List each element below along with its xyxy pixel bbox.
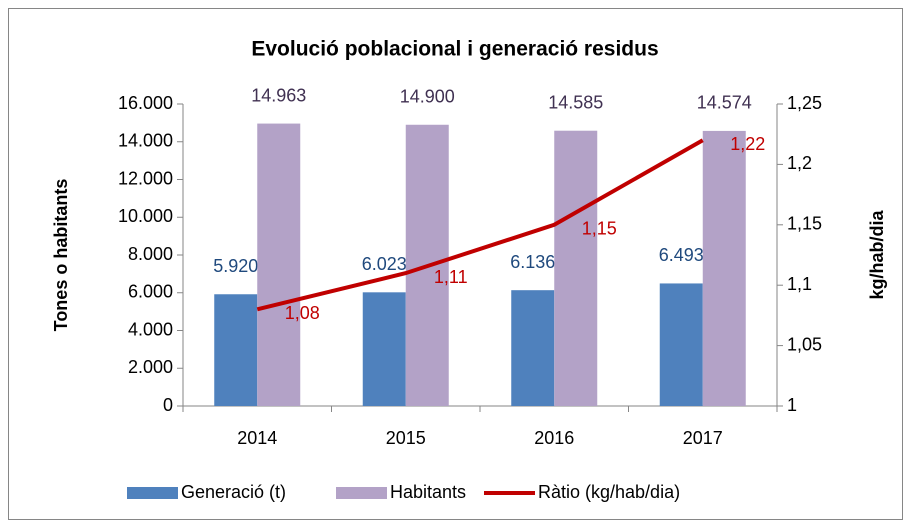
y-tick-label: 4.000 [128, 319, 173, 339]
line [256, 138, 704, 312]
line-value-label: 1,22 [730, 134, 765, 154]
bar [511, 290, 555, 406]
bar [214, 294, 258, 406]
bar-value-label: 6.493 [659, 245, 704, 265]
legend-swatch [336, 487, 387, 499]
y-tick-label: 10.000 [118, 206, 173, 226]
y-tick-label: 14.000 [118, 131, 173, 151]
x-tick-label: 2017 [683, 428, 723, 448]
bar [702, 130, 746, 406]
y2-tick-label: 1,2 [787, 153, 812, 173]
y2-tick-label: 1,05 [787, 334, 822, 354]
bar [362, 292, 406, 406]
bar-value-label: 6.023 [362, 254, 407, 274]
y-axis-title: Tones o habitants [51, 179, 71, 332]
y2-axis-title: kg/hab/dia [867, 210, 887, 300]
bar [659, 283, 703, 406]
bar-value-label: 14.574 [697, 93, 752, 113]
bar-value-label: 14.585 [548, 92, 603, 112]
line-value-label: 1,15 [582, 219, 617, 239]
bar-value-label: 14.900 [400, 87, 455, 107]
y2-tick-label: 1,25 [787, 93, 822, 113]
y2-tick-label: 1,1 [787, 274, 812, 294]
line-value-label: 1,11 [434, 267, 468, 287]
line-value-label: 1,08 [285, 303, 320, 323]
y-tick-label: 2.000 [128, 357, 173, 377]
chart-title: Evolució poblacional i generació residus [251, 38, 658, 61]
x-tick-label: 2016 [534, 428, 574, 448]
legend-swatch [127, 487, 178, 499]
legend-label: Generació (t) [181, 482, 286, 502]
y-tick-label: 0 [163, 395, 173, 415]
bar [257, 123, 301, 407]
x-tick-label: 2014 [237, 428, 277, 448]
bar-value-label: 5.920 [213, 256, 258, 276]
chart-border [8, 8, 903, 520]
bar-value-label: 14.963 [251, 85, 306, 105]
y-tick-label: 12.000 [118, 168, 173, 188]
legend-label: Habitants [390, 482, 466, 502]
y2-tick-label: 1 [787, 395, 797, 415]
y-tick-label: 6.000 [128, 282, 173, 302]
bar-value-label: 6.136 [510, 252, 555, 272]
y-tick-label: 16.000 [118, 93, 173, 113]
legend-label: Ràtio (kg/hab/dia) [538, 482, 680, 502]
x-tick-label: 2015 [386, 428, 426, 448]
y2-tick-label: 1,15 [787, 214, 822, 234]
bar [554, 130, 598, 406]
y-tick-label: 8.000 [128, 244, 173, 264]
